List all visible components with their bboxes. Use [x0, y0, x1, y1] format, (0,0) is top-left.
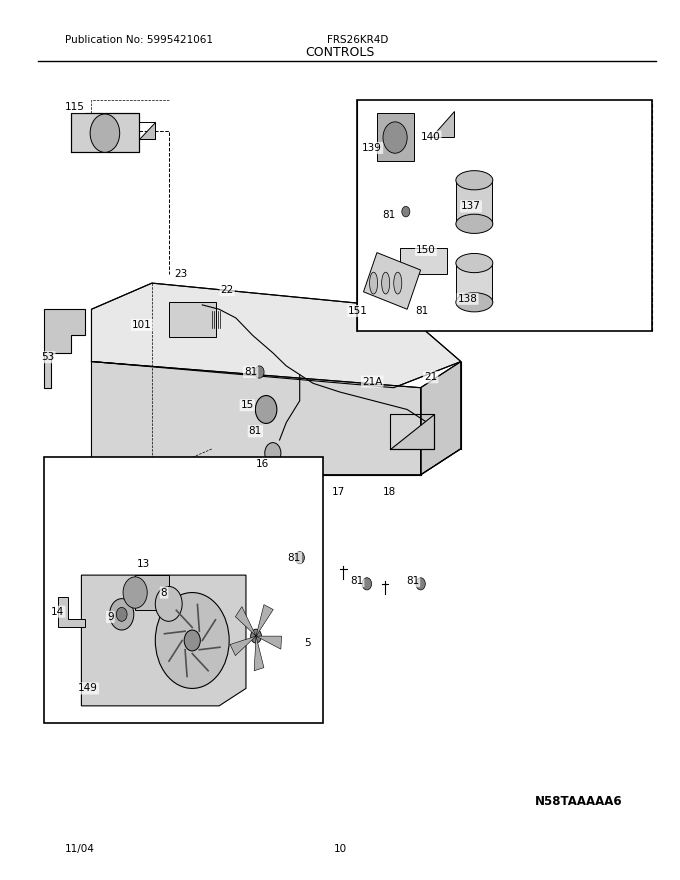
- Circle shape: [116, 607, 127, 621]
- Polygon shape: [456, 263, 492, 302]
- Text: 18: 18: [382, 488, 396, 497]
- Polygon shape: [58, 597, 85, 627]
- Circle shape: [251, 629, 261, 643]
- Text: 81: 81: [288, 553, 301, 562]
- Text: Publication No: 5995421061: Publication No: 5995421061: [65, 34, 213, 45]
- Polygon shape: [364, 253, 421, 309]
- Polygon shape: [139, 121, 155, 139]
- Text: 8: 8: [160, 588, 167, 598]
- Circle shape: [295, 552, 305, 564]
- Circle shape: [184, 630, 201, 651]
- Polygon shape: [71, 114, 139, 152]
- Ellipse shape: [394, 272, 402, 294]
- Text: 21: 21: [424, 372, 437, 382]
- Text: 53: 53: [41, 352, 54, 363]
- Polygon shape: [390, 414, 434, 449]
- Circle shape: [383, 121, 407, 153]
- Text: 5: 5: [305, 638, 311, 648]
- Text: 10: 10: [333, 844, 347, 854]
- Circle shape: [90, 114, 120, 152]
- Circle shape: [109, 598, 134, 630]
- Text: 150: 150: [416, 245, 436, 255]
- Text: 23: 23: [174, 269, 188, 279]
- Circle shape: [256, 395, 277, 423]
- Polygon shape: [256, 605, 273, 636]
- Polygon shape: [430, 111, 454, 136]
- Polygon shape: [169, 302, 216, 337]
- Text: 22: 22: [220, 285, 234, 295]
- Polygon shape: [401, 248, 447, 275]
- Circle shape: [155, 592, 229, 688]
- Polygon shape: [135, 576, 169, 610]
- Bar: [44, 458, 323, 723]
- Text: FRS26KR4D: FRS26KR4D: [326, 34, 388, 45]
- Text: 81: 81: [406, 576, 419, 586]
- Text: 149: 149: [78, 684, 98, 693]
- Text: 15: 15: [241, 400, 254, 410]
- Text: 21A: 21A: [362, 377, 382, 386]
- Text: 151: 151: [348, 306, 368, 316]
- Text: 81: 81: [249, 426, 262, 436]
- Circle shape: [362, 578, 371, 590]
- Text: 81: 81: [244, 367, 257, 377]
- Polygon shape: [256, 636, 282, 649]
- Polygon shape: [254, 636, 264, 671]
- Text: 139: 139: [362, 143, 382, 153]
- Ellipse shape: [456, 214, 493, 233]
- Polygon shape: [377, 114, 414, 161]
- Bar: [357, 100, 652, 331]
- Text: CONTROLS: CONTROLS: [305, 46, 375, 59]
- Polygon shape: [92, 362, 421, 475]
- Circle shape: [123, 577, 148, 608]
- Polygon shape: [82, 576, 246, 706]
- Text: N58TAAAAA6: N58TAAAAA6: [534, 795, 622, 808]
- Polygon shape: [230, 636, 256, 656]
- Text: 81: 81: [382, 210, 396, 220]
- Circle shape: [416, 578, 425, 590]
- Polygon shape: [92, 283, 461, 388]
- Ellipse shape: [369, 272, 377, 294]
- Text: 140: 140: [421, 132, 441, 142]
- Text: 17: 17: [332, 488, 345, 497]
- Polygon shape: [456, 180, 492, 224]
- Ellipse shape: [456, 171, 493, 190]
- Text: 13: 13: [137, 559, 150, 568]
- Text: 14: 14: [51, 606, 65, 617]
- Circle shape: [402, 207, 410, 216]
- Text: 81: 81: [415, 306, 428, 316]
- Ellipse shape: [456, 253, 493, 273]
- Text: 9: 9: [107, 612, 114, 622]
- Circle shape: [155, 586, 182, 621]
- Circle shape: [255, 366, 264, 378]
- Text: 16: 16: [256, 459, 269, 469]
- Text: 115: 115: [65, 102, 84, 112]
- Polygon shape: [44, 309, 85, 388]
- Circle shape: [265, 443, 281, 464]
- Polygon shape: [235, 606, 256, 636]
- Text: 137: 137: [461, 202, 481, 211]
- Text: 81: 81: [350, 576, 363, 586]
- Text: 11/04: 11/04: [65, 844, 95, 854]
- Polygon shape: [421, 362, 461, 475]
- Ellipse shape: [456, 293, 493, 312]
- Text: 101: 101: [132, 320, 152, 330]
- Text: 138: 138: [458, 294, 477, 304]
- Ellipse shape: [381, 272, 390, 294]
